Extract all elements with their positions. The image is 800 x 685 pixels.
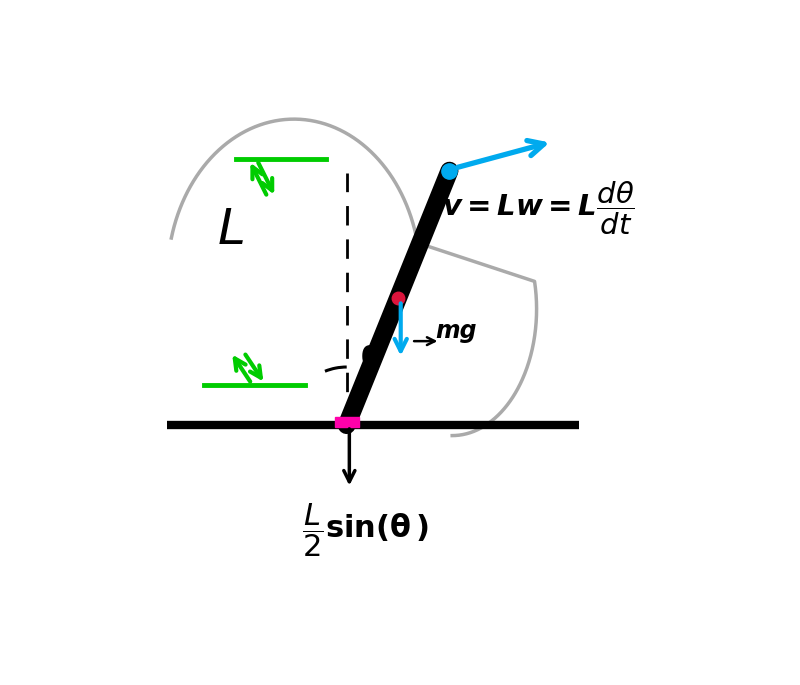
Text: $\mathbf{\theta}$: $\mathbf{\theta}$ (361, 345, 381, 373)
Text: $\mathbf{\mathit{L}}$: $\mathbf{\mathit{L}}$ (218, 206, 244, 254)
Text: mg: mg (435, 319, 477, 342)
Text: $\boldsymbol{v = Lw = L\dfrac{d\theta}{dt}}$: $\boldsymbol{v = Lw = L\dfrac{d\theta}{d… (442, 180, 634, 237)
Text: $\boldsymbol{\dfrac{L}{2}}\mathbf{sin(\theta\,)}$: $\boldsymbol{\dfrac{L}{2}}\mathbf{sin(\t… (302, 501, 429, 559)
Bar (335, 417, 358, 427)
